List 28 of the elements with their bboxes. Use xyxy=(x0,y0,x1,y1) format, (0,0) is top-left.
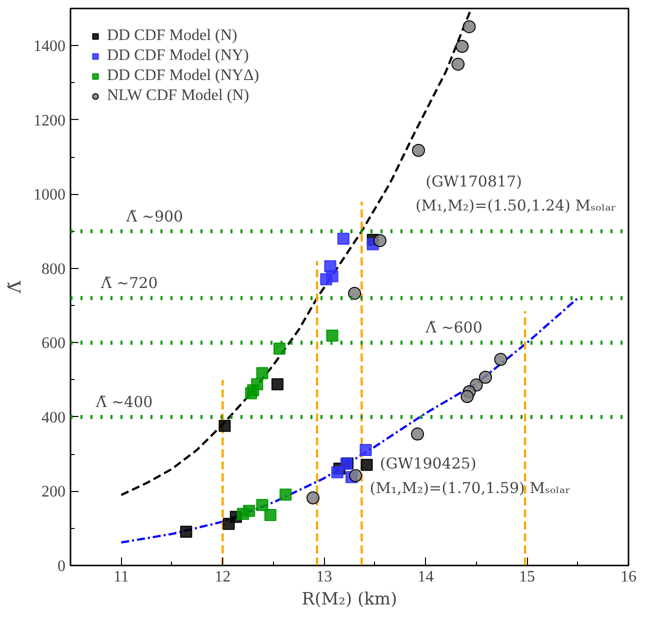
x-tick-label: 14 xyxy=(418,568,434,586)
ref-line-label: Λ̃ ~900 xyxy=(125,207,184,226)
legend-label: DD CDF Model (NY) xyxy=(107,47,249,65)
y-tick-label: 1400 xyxy=(34,38,66,56)
annotation: (GW170817) xyxy=(426,172,522,190)
ref-line-label: Λ̃ ~400 xyxy=(94,392,153,411)
annotation: (GW190425) xyxy=(380,454,476,473)
y-tick-label: 1200 xyxy=(34,112,66,130)
legend-label: DD CDF Model (NYΔ) xyxy=(107,67,260,85)
legend-label: DD CDF Model (N) xyxy=(107,27,238,45)
x-tick-label: 13 xyxy=(316,568,332,586)
y-tick-label: 400 xyxy=(42,409,66,426)
x-tick-label: 15 xyxy=(519,568,536,586)
x-tick-label: 12 xyxy=(214,568,231,586)
ref-line-label: Λ̃ ~720 xyxy=(100,274,158,292)
y-axis-title: Λ̃ xyxy=(6,280,26,294)
x-axis-title: R(M₂) (km) xyxy=(302,590,398,610)
y-tick-label: 600 xyxy=(42,335,66,352)
legend-label: NLW CDF Model (N) xyxy=(107,87,250,105)
x-tick-label: 16 xyxy=(620,568,636,586)
y-tick-label: 1000 xyxy=(34,186,66,204)
annotation: (M₁,M₂)=(1.50,1.24) Mₛₒₗₐᵣ xyxy=(415,196,616,215)
y-tick-label: 200 xyxy=(42,484,66,501)
y-tick-label: 0 xyxy=(58,558,66,575)
x-tick-label: 11 xyxy=(114,568,129,586)
annotation: (M₁,M₂)=(1.70,1.59) Mₛₒₗₐᵣ xyxy=(370,478,570,497)
ref-line-label: Λ̃ ~600 xyxy=(424,318,482,337)
y-tick-label: 800 xyxy=(42,260,66,278)
